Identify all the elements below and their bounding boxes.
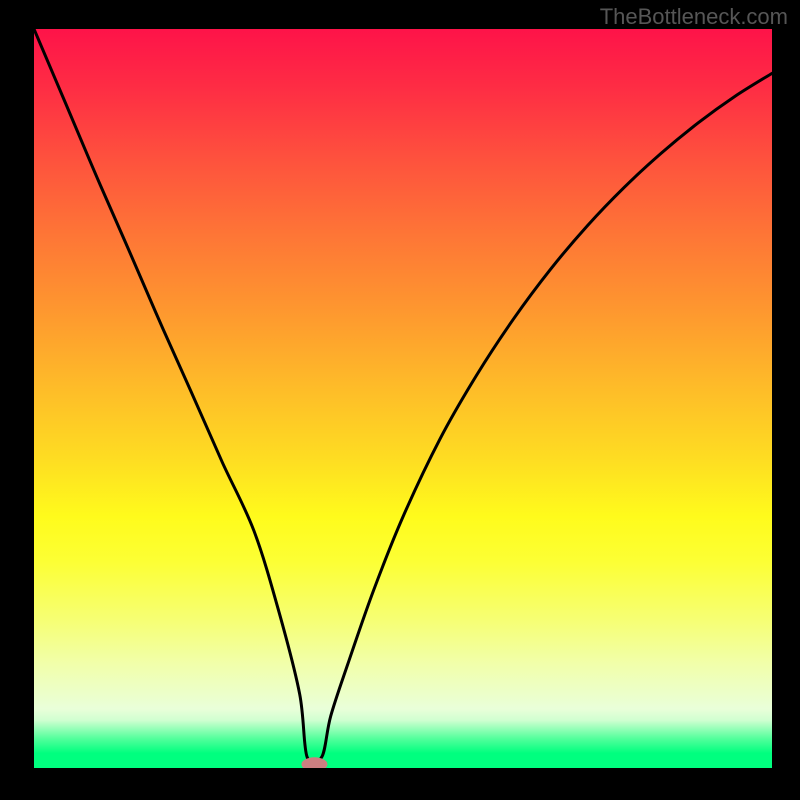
chart-svg (0, 0, 800, 800)
bottleneck-chart: TheBottleneck.com (0, 0, 800, 800)
gradient-background (34, 29, 772, 768)
watermark-text: TheBottleneck.com (600, 4, 788, 30)
